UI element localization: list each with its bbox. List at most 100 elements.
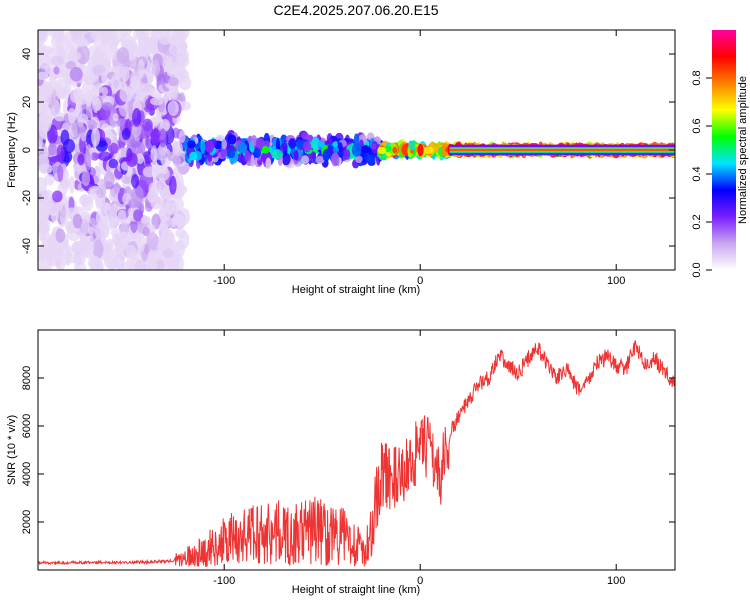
spectrogram-cell bbox=[226, 149, 236, 159]
spectrogram-cell bbox=[159, 128, 167, 148]
spectrogram-cell bbox=[39, 203, 50, 223]
spectrogram-xtick-label: 0 bbox=[417, 275, 423, 287]
spectrogram-cell bbox=[175, 214, 186, 230]
spectrogram-cell bbox=[70, 30, 84, 41]
spectrogram-cell bbox=[97, 151, 112, 162]
spectrogram-cell bbox=[76, 44, 90, 65]
spectrogram-cell bbox=[75, 104, 83, 119]
spectrogram-cell bbox=[99, 226, 110, 239]
spectrogram-cell bbox=[187, 140, 196, 149]
spectrogram-cell bbox=[138, 233, 146, 252]
spectrogram-ytick-label: 20 bbox=[21, 96, 33, 108]
spectrogram-cell bbox=[136, 153, 145, 165]
spectrogram-cell bbox=[48, 243, 60, 257]
spectrogram-ytick-label: 40 bbox=[21, 48, 33, 60]
spectrogram-cell bbox=[315, 156, 325, 164]
spectrogram-cell bbox=[150, 147, 158, 162]
spectrogram-cell bbox=[44, 173, 55, 186]
spectrogram-cell bbox=[147, 42, 154, 56]
spectrogram-cell bbox=[65, 207, 79, 218]
spectrogram-ytick-label: -40 bbox=[21, 238, 33, 254]
spectrogram-cell bbox=[168, 76, 179, 87]
spectrogram-cell bbox=[112, 113, 119, 122]
spectrogram-cell bbox=[83, 240, 95, 255]
spectrogram-cell bbox=[204, 140, 215, 153]
spectrogram-cell bbox=[90, 152, 100, 161]
spectrogram-heatmap bbox=[38, 30, 675, 270]
spectrogram-cell bbox=[370, 143, 377, 150]
spectrogram-cell bbox=[39, 249, 52, 269]
spectrogram-cell bbox=[227, 134, 237, 145]
spectrogram-cell bbox=[261, 146, 270, 154]
snr-ylabel: SNR (10 * v/v) bbox=[6, 415, 18, 485]
spectrogram-cell bbox=[137, 58, 145, 79]
spectrogram-cell bbox=[365, 154, 376, 165]
spectrogram-cell bbox=[125, 244, 137, 259]
spectrogram-cell bbox=[53, 66, 60, 75]
spectrogram-cell bbox=[281, 142, 288, 151]
spectrogram-cell bbox=[131, 174, 140, 189]
snr-xlabel: Height of straight line (km) bbox=[292, 584, 420, 596]
colorbar-tick-label: 0.8 bbox=[691, 70, 703, 85]
spectrogram-cell bbox=[351, 143, 362, 157]
spectrogram-cell bbox=[175, 254, 184, 270]
snr-xtick-label: -100 bbox=[213, 575, 235, 587]
spectrogram-cell bbox=[322, 149, 331, 162]
spectrogram-cell bbox=[69, 66, 83, 82]
spectrogram-cell bbox=[128, 46, 135, 62]
spectrogram-cell bbox=[160, 119, 171, 132]
spectrogram-cell bbox=[158, 177, 166, 193]
spectrogram-cell bbox=[253, 147, 261, 159]
snr-xtick-label: 0 bbox=[417, 575, 423, 587]
spectrogram-cell bbox=[74, 262, 87, 270]
spectrogram-cell bbox=[151, 59, 161, 76]
spectrogram-cell bbox=[92, 239, 104, 259]
spectrogram-cell bbox=[140, 43, 149, 57]
spectrogram-cell bbox=[353, 133, 360, 147]
spectrogram-cell bbox=[167, 100, 179, 116]
spectrogram-cell bbox=[131, 123, 142, 138]
snr-ytick-label: 6000 bbox=[21, 414, 33, 438]
spectrogram-cell bbox=[166, 58, 173, 77]
spectrogram-cell bbox=[77, 153, 85, 166]
spectrogram-cell bbox=[125, 152, 138, 167]
spectrogram-cell bbox=[48, 142, 57, 156]
snr-series-line bbox=[37, 339, 676, 567]
spectrogram-cell bbox=[250, 135, 258, 147]
spectrogram-cell bbox=[121, 127, 131, 141]
spectrogram-cell bbox=[94, 98, 102, 112]
spectrogram-cell bbox=[120, 32, 131, 47]
spectrogram-cell bbox=[178, 75, 192, 91]
spectrogram-cell bbox=[111, 233, 121, 246]
spectrogram-cell bbox=[215, 134, 225, 142]
spectrogram-cell bbox=[38, 153, 50, 173]
spectrogram-cell bbox=[38, 89, 52, 107]
spectrogram-cell bbox=[140, 215, 152, 224]
spectrogram-cell bbox=[100, 30, 112, 42]
colorbar-label: Normalized spectral amplitude bbox=[737, 76, 749, 224]
spectrogram-cell bbox=[169, 175, 177, 195]
spectrogram-cell bbox=[57, 164, 64, 182]
spectrogram-cell bbox=[178, 130, 186, 144]
spectrogram-cell bbox=[423, 146, 434, 154]
spectrogram-axes: -100 0 100 -40 -20 0 20 40 bbox=[21, 30, 675, 287]
spectrogram-cell bbox=[65, 61, 77, 70]
colorbar: 0.0 0.2 0.4 0.6 0.8 Normalized spectral ampl… bbox=[691, 30, 749, 278]
spectrogram-cell bbox=[146, 232, 159, 250]
spectrogram-cell bbox=[265, 157, 272, 169]
spectrogram-cell bbox=[301, 155, 310, 165]
spectrogram-cell bbox=[38, 42, 47, 55]
spectrogram-cell bbox=[91, 127, 101, 147]
spectrogram-cell bbox=[38, 30, 49, 44]
spectrogram-cell bbox=[244, 150, 250, 162]
spectrogram-cell bbox=[303, 141, 312, 153]
spectrogram-cell bbox=[109, 40, 118, 61]
spectrogram-cell bbox=[80, 218, 90, 235]
spectrogram-cell bbox=[91, 53, 105, 68]
spectrogram-xtick-label: 100 bbox=[607, 275, 625, 287]
spectrogram-xtick-label: -100 bbox=[213, 275, 235, 287]
spectrogram-cell bbox=[113, 255, 125, 270]
spectrogram-cell bbox=[172, 156, 182, 167]
spectrogram-cell bbox=[392, 146, 398, 154]
spectrogram-cell bbox=[51, 55, 64, 66]
